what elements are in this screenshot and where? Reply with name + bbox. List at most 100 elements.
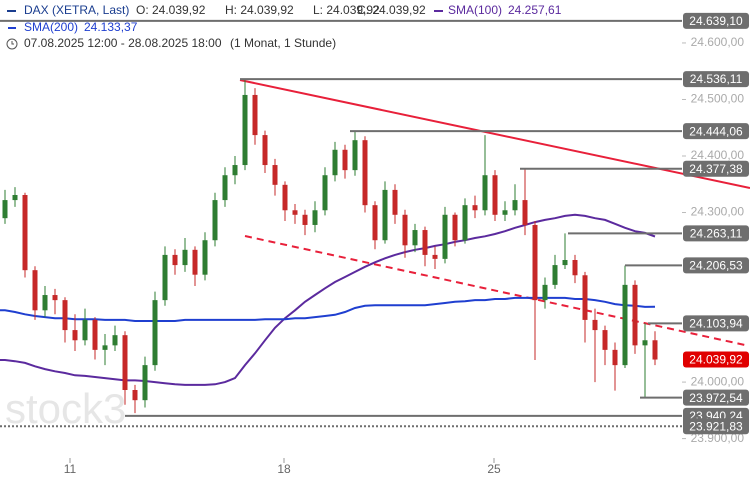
candle-body bbox=[632, 284, 638, 346]
candle-body bbox=[122, 335, 128, 390]
candle-body bbox=[252, 94, 258, 136]
candle-body bbox=[62, 300, 68, 331]
candle-body bbox=[192, 249, 198, 275]
candle-body bbox=[42, 295, 48, 311]
candle-body bbox=[472, 205, 478, 211]
legend-icon bbox=[8, 27, 16, 29]
candle-body bbox=[552, 265, 558, 285]
legend-high: H: 24.039,92 bbox=[225, 3, 294, 17]
legend-low: L: 24.039,92 bbox=[313, 3, 380, 17]
candle-body bbox=[202, 240, 208, 275]
candle-body bbox=[52, 295, 58, 301]
candle-body bbox=[442, 214, 448, 259]
candle-body bbox=[82, 319, 88, 341]
candle-body bbox=[452, 214, 458, 241]
candle-body bbox=[22, 195, 28, 271]
level-label: 24.103,94 bbox=[689, 317, 743, 331]
period-label: (1 Monat, 1 Stunde) bbox=[230, 36, 336, 50]
candle-body bbox=[642, 340, 648, 346]
clock-hands bbox=[11, 41, 14, 45]
level-label-box bbox=[683, 315, 749, 332]
level-label: 24.444,06 bbox=[689, 124, 743, 138]
level-label-box bbox=[683, 225, 749, 242]
x-tick-label: 11 bbox=[64, 462, 77, 476]
candle-body bbox=[292, 210, 298, 215]
level-label-box bbox=[683, 389, 749, 406]
range-label: 07.08.2025 12:00 - 28.08.2025 18:00 bbox=[24, 36, 222, 50]
candle-body bbox=[412, 230, 418, 246]
level-label: 23.921,83 bbox=[689, 419, 743, 433]
level-label: 24.263,11 bbox=[690, 227, 743, 241]
candle-body bbox=[652, 340, 658, 360]
candle-body bbox=[212, 200, 218, 241]
candle-body bbox=[152, 300, 158, 366]
candle-body bbox=[392, 189, 398, 215]
candle-body bbox=[32, 270, 38, 311]
level-label-box bbox=[683, 12, 749, 29]
clock-icon bbox=[6, 38, 18, 50]
candle-body bbox=[262, 135, 268, 166]
candle-body bbox=[142, 365, 148, 401]
level-label-box bbox=[683, 71, 749, 88]
candle-body bbox=[272, 165, 278, 185]
candle-body bbox=[462, 205, 468, 241]
candle-body bbox=[2, 200, 8, 219]
candle-body bbox=[562, 260, 568, 266]
candle-body bbox=[522, 200, 528, 225]
level-label: 24.206,53 bbox=[689, 259, 743, 273]
candle-body bbox=[172, 254, 178, 266]
candle-body bbox=[132, 390, 138, 401]
y-tick-label: 24.500,00 bbox=[691, 92, 745, 106]
x-tick-label: 25 bbox=[487, 462, 501, 476]
legend-series-value: 24.133,37 bbox=[84, 20, 138, 34]
legend-icon bbox=[434, 10, 443, 12]
legend: DAX (XETRA, Last) O: 24.039,92 H: 24.039… bbox=[6, 3, 562, 50]
level-label: 24.639,10 bbox=[689, 14, 743, 28]
legend-series-name: SMA(200) bbox=[24, 20, 78, 34]
level-label-box bbox=[683, 123, 749, 140]
legend-series-value: 24.257,61 bbox=[508, 3, 562, 17]
candle-body bbox=[532, 224, 538, 301]
candle-body bbox=[92, 319, 98, 350]
level-label-box bbox=[683, 160, 749, 177]
candle-body bbox=[312, 210, 318, 225]
candle-body bbox=[302, 214, 308, 225]
candle-body bbox=[322, 175, 328, 211]
x-tick-label: 18 bbox=[277, 462, 291, 476]
candle-body bbox=[482, 175, 488, 211]
candle-body bbox=[162, 254, 168, 301]
y-tick-label: 24.400,00 bbox=[691, 148, 745, 162]
candle-body bbox=[592, 319, 598, 331]
trend-line-dashed bbox=[244, 235, 746, 346]
level-label: 24.536,11 bbox=[690, 72, 743, 86]
candle-body bbox=[372, 205, 378, 241]
legend-close: C: 24.039,92 bbox=[357, 3, 426, 17]
level-label-box bbox=[683, 257, 749, 274]
y-tick-label: 23.900,00 bbox=[691, 431, 745, 445]
y-tick-label: 24.000,00 bbox=[691, 374, 745, 388]
y-tick-label: 24.600,00 bbox=[691, 35, 745, 49]
level-label: 24.377,38 bbox=[689, 162, 743, 176]
candle-body bbox=[572, 260, 578, 276]
candle-body bbox=[352, 140, 358, 171]
candle-body bbox=[242, 94, 248, 166]
candle-body bbox=[382, 189, 388, 241]
candle-body bbox=[182, 249, 188, 266]
candle-body bbox=[12, 195, 18, 201]
last-price-box bbox=[683, 351, 749, 368]
last-price-label: 24.039,92 bbox=[689, 353, 743, 367]
candle-body bbox=[72, 330, 78, 341]
candle-body bbox=[332, 149, 338, 176]
candle-body bbox=[402, 214, 408, 246]
candle-body bbox=[282, 184, 288, 211]
trend-line bbox=[239, 79, 750, 189]
candle-body bbox=[222, 175, 228, 201]
legend-open: O: 24.039,92 bbox=[136, 3, 206, 17]
candle-body bbox=[422, 230, 428, 255]
level-label-box bbox=[683, 418, 749, 435]
sma-line bbox=[0, 296, 656, 322]
candle-body bbox=[102, 345, 108, 350]
candle-body bbox=[612, 349, 618, 366]
legend-icon bbox=[7, 10, 16, 12]
